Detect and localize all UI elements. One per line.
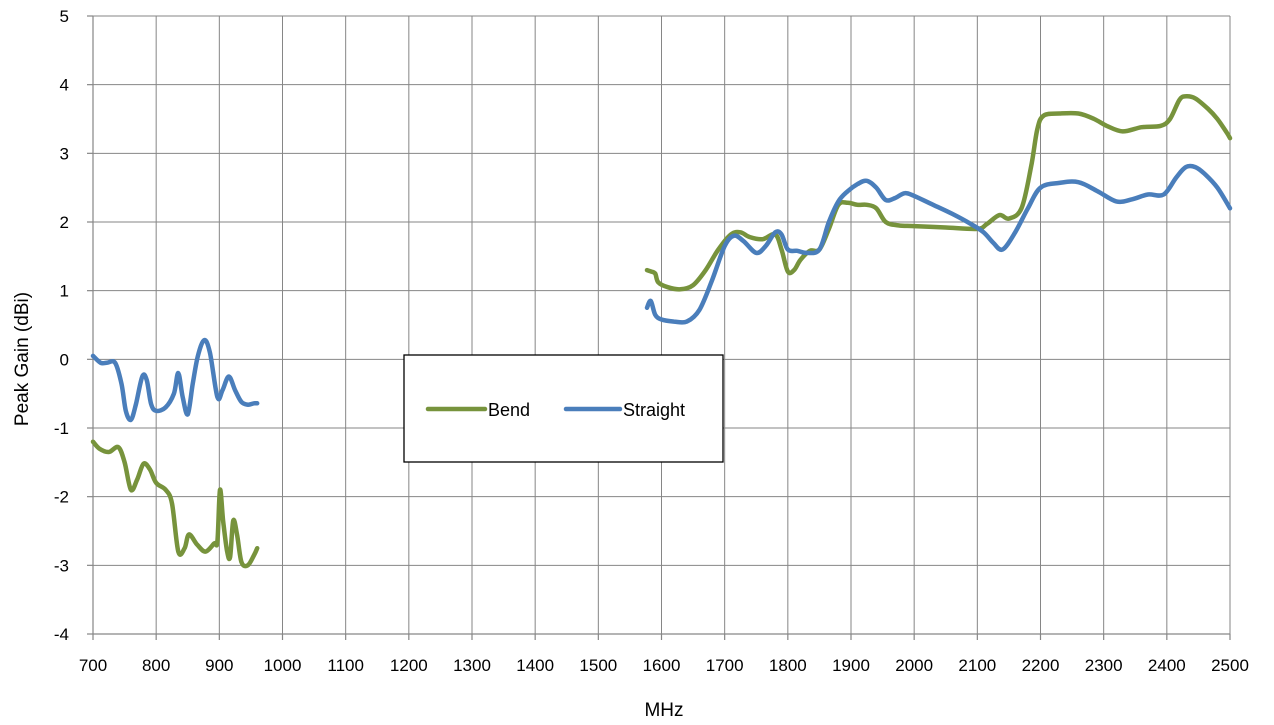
x-tick-label: 2000 [895, 656, 933, 675]
y-tick-label: -3 [54, 556, 69, 575]
x-tick-label: 1700 [706, 656, 744, 675]
x-tick-label: 1200 [390, 656, 428, 675]
x-axis-label: MHz [644, 700, 683, 721]
y-tick-label: -2 [54, 488, 69, 507]
x-tick-label: 2100 [958, 656, 996, 675]
x-tick-label: 1800 [769, 656, 807, 675]
y-tick-label: 2 [60, 213, 69, 232]
series-line-straight-1 [644, 163, 1233, 325]
y-tick-label: -1 [54, 419, 69, 438]
y-tick-label: 5 [60, 7, 69, 26]
x-tick-label: 1000 [264, 656, 302, 675]
x-tick-label: 2300 [1085, 656, 1123, 675]
legend-label-bend: Bend [488, 400, 530, 420]
axes [87, 15, 1231, 640]
x-tick-label: 2500 [1211, 656, 1249, 675]
y-tick-label: 4 [60, 76, 69, 95]
series-line-bend-0 [90, 439, 260, 569]
y-tick-label: -4 [54, 625, 69, 644]
y-axis-label: Peak Gain (dBi) [12, 292, 33, 426]
series-line-straight-0 [90, 337, 260, 423]
y-tick-label: 1 [60, 282, 69, 301]
x-tick-label: 2200 [1022, 656, 1060, 675]
x-tick-label: 1600 [643, 656, 681, 675]
x-tick-label: 900 [205, 656, 233, 675]
x-tick-label: 1300 [453, 656, 491, 675]
legend: Bend Straight [403, 354, 724, 463]
y-tick-label: 0 [60, 350, 69, 369]
x-tick-label: 700 [79, 656, 107, 675]
x-tick-labels: 700 800 900 1000 1100 1200 1300 1400 1500 1600 170… [79, 656, 1249, 675]
series-lines [90, 93, 1233, 569]
x-tick-label: 1400 [516, 656, 554, 675]
legend-label-straight: Straight [623, 400, 685, 420]
x-tick-label: 2400 [1148, 656, 1186, 675]
x-tick-label: 1900 [832, 656, 870, 675]
y-tick-label: 3 [60, 144, 69, 163]
x-tick-label: 800 [142, 656, 170, 675]
x-tick-label: 1100 [327, 656, 364, 675]
x-tick-label: 1500 [579, 656, 617, 675]
y-tick-labels: -4 -3 -2 -1 0 1 2 3 4 5 [54, 7, 69, 644]
